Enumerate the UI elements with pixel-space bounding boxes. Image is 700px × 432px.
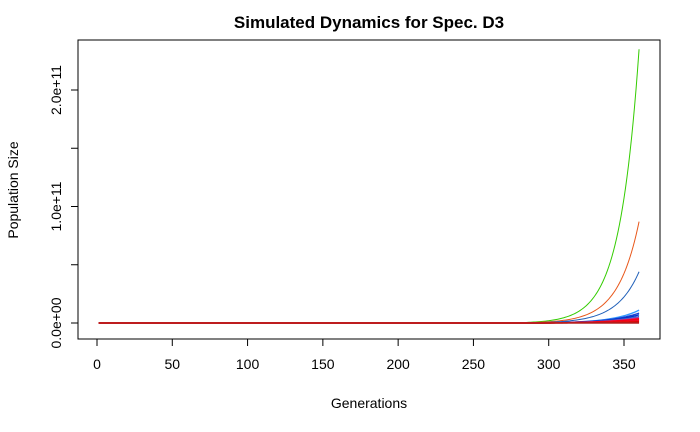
chart-title: Simulated Dynamics for Spec. D3 xyxy=(234,13,504,32)
series-layer xyxy=(98,49,640,324)
x-tick-label: 150 xyxy=(311,356,335,372)
series-line xyxy=(98,221,640,324)
x-tick-label: 100 xyxy=(236,356,260,372)
series-line xyxy=(98,271,640,324)
x-axis: 0 50 100 150 200 250 300 350 xyxy=(93,338,636,372)
x-axis-label: Generations xyxy=(331,395,407,411)
y-tick-label: 2.0e+11 xyxy=(48,65,64,115)
y-axis-label: Population Size xyxy=(5,141,21,239)
series-line xyxy=(98,315,640,324)
x-tick-label: 200 xyxy=(386,356,410,372)
x-tick-label: 0 xyxy=(93,356,101,372)
y-axis: 0.0e+00 1.0e+11 2.0e+11 xyxy=(48,65,79,349)
x-tick-label: 250 xyxy=(462,356,486,372)
plot-border xyxy=(77,39,661,340)
x-tick-label: 50 xyxy=(164,356,180,372)
x-tick-label: 300 xyxy=(537,356,561,372)
plot-area xyxy=(77,39,661,340)
y-tick-label: 1.0e+11 xyxy=(48,181,64,231)
y-tick-label: 0.0e+00 xyxy=(48,297,64,348)
x-tick-label: 350 xyxy=(612,356,636,372)
series-line xyxy=(98,49,640,324)
